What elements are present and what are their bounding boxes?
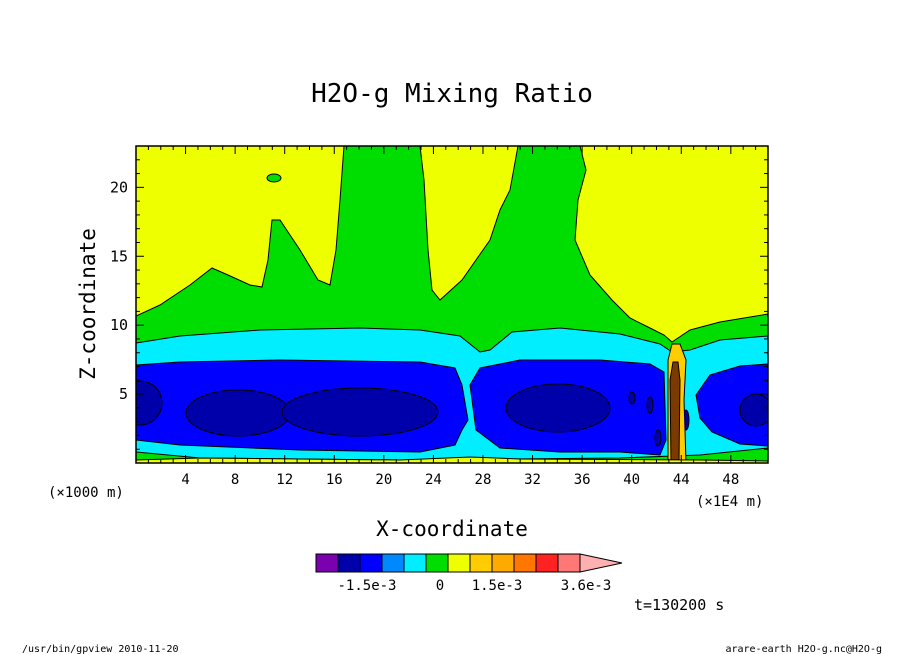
blue-band-far-right <box>695 363 768 447</box>
x-axis-ticks: 4 8 12 16 20 24 28 32 36 40 44 48 <box>147 146 757 488</box>
colorbar-swatch <box>557 553 581 573</box>
x-axis-label: X-coordinate <box>376 517 528 541</box>
x-tick-label: 28 <box>475 472 492 488</box>
dark-core-3 <box>281 387 439 437</box>
x-tick-label: 16 <box>326 472 343 488</box>
colorbar-label: -1.5e-3 <box>337 578 396 594</box>
x-tick-label: 24 <box>425 472 442 488</box>
time-label: t=130200 s <box>634 596 724 614</box>
colorbar-swatch <box>447 553 471 573</box>
small-cell-2 <box>646 396 654 414</box>
colorbar-label: 1.5e-3 <box>472 578 523 594</box>
bottom-yellow <box>136 456 768 463</box>
colorbar <box>315 553 623 573</box>
x-tick-label: 36 <box>574 472 591 488</box>
contour-field <box>136 146 768 463</box>
colorbar-swatch <box>491 553 515 573</box>
colorbar-label: 3.6e-3 <box>561 578 612 594</box>
footer-left: /usr/bin/gpview 2010-11-20 <box>22 644 179 654</box>
x-tick-label: 12 <box>276 472 293 488</box>
y-axis-ticks: 5 10 15 20 <box>110 159 768 450</box>
dark-core-2 <box>185 389 291 437</box>
colorbar-labels: -1.5e-3 0 1.5e-3 3.6e-3 <box>337 578 611 594</box>
x-tick-label: 20 <box>375 472 392 488</box>
x-tick-label: 40 <box>623 472 640 488</box>
small-green-1 <box>266 173 282 183</box>
chart-title: H2O-g Mixing Ratio <box>311 79 593 109</box>
colorbar-swatch <box>381 553 405 573</box>
colorbar-swatch <box>359 553 383 573</box>
y-axis-label: Z-coordinate <box>76 228 100 380</box>
colorbar-label: 0 <box>436 578 444 594</box>
colorbar-swatch <box>469 553 493 573</box>
dark-core-5 <box>739 393 768 427</box>
colorbar-swatch <box>403 553 427 573</box>
x-tick-label: 48 <box>722 472 739 488</box>
dark-core-4 <box>505 383 611 433</box>
dark-core-1 <box>136 380 163 426</box>
x-tick-label: 8 <box>231 472 239 488</box>
plot-frame <box>135 145 769 464</box>
colorbar-swatch <box>425 553 449 573</box>
y-tick-label: 10 <box>110 316 128 334</box>
colorbar-arrow <box>579 553 623 573</box>
y-unit-label: (×1E4 m) <box>696 494 763 510</box>
x-tick-label: 4 <box>181 472 189 488</box>
y-tick-label: 15 <box>110 247 128 265</box>
small-cell-3 <box>654 429 662 447</box>
small-cell-1 <box>628 391 636 405</box>
colorbar-swatch <box>513 553 537 573</box>
colorbar-swatch <box>535 553 559 573</box>
colorbar-swatch <box>315 553 339 573</box>
front-dark <box>669 361 681 463</box>
footer-right: arare-earth_H2O-g.nc@H2O-g <box>725 644 882 654</box>
x-unit-label: (×1000 m) <box>48 485 124 501</box>
x-tick-label: 32 <box>524 472 541 488</box>
y-tick-label: 5 <box>119 385 128 403</box>
colorbar-swatch <box>337 553 361 573</box>
y-tick-label: 20 <box>110 178 128 196</box>
x-tick-label: 44 <box>673 472 690 488</box>
